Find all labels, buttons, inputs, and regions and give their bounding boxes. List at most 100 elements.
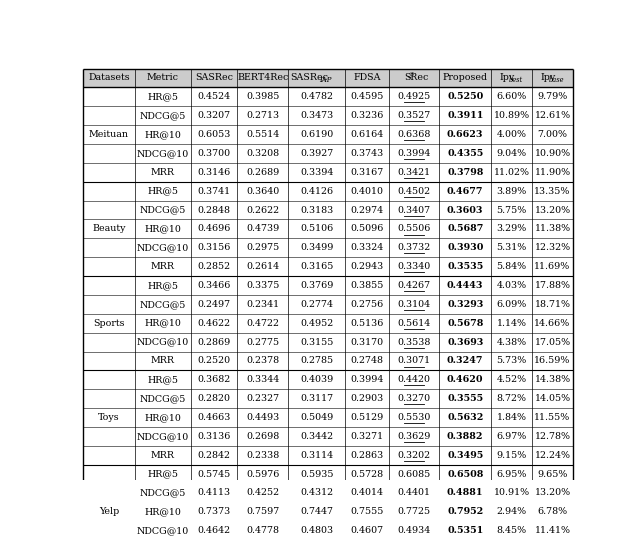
- Text: 0.2974: 0.2974: [350, 205, 383, 215]
- Text: HR@5: HR@5: [147, 92, 179, 101]
- Text: 11.55%: 11.55%: [534, 413, 571, 422]
- Text: 0.3798: 0.3798: [447, 168, 483, 177]
- Text: 0.3270: 0.3270: [397, 394, 431, 403]
- Text: 4.38%: 4.38%: [497, 337, 527, 347]
- Text: 0.3538: 0.3538: [397, 337, 431, 347]
- Text: 0.3442: 0.3442: [300, 432, 333, 441]
- Text: BERT4Rec: BERT4Rec: [237, 73, 289, 82]
- Text: HR@10: HR@10: [145, 130, 181, 139]
- Text: 13.20%: 13.20%: [534, 488, 570, 497]
- Text: 0.6053: 0.6053: [197, 130, 230, 139]
- Text: 0.4010: 0.4010: [351, 186, 383, 196]
- Text: 0.7725: 0.7725: [397, 507, 431, 516]
- Text: 1.84%: 1.84%: [497, 413, 527, 422]
- Text: 0.2775: 0.2775: [246, 337, 279, 347]
- Text: 5.31%: 5.31%: [497, 243, 527, 252]
- Text: 0.3293: 0.3293: [447, 300, 483, 309]
- Text: 0.4524: 0.4524: [198, 92, 230, 101]
- Text: 0.3340: 0.3340: [397, 262, 431, 271]
- Text: 17.88%: 17.88%: [534, 281, 570, 290]
- Text: 0.5106: 0.5106: [300, 224, 333, 233]
- Text: 0.3985: 0.3985: [246, 92, 280, 101]
- Text: Datasets: Datasets: [88, 73, 130, 82]
- Text: Ipv: Ipv: [500, 73, 515, 82]
- Text: 0.3183: 0.3183: [300, 205, 333, 215]
- Text: 0.4622: 0.4622: [198, 319, 230, 328]
- Text: 12.61%: 12.61%: [534, 111, 570, 120]
- Text: 0.3499: 0.3499: [300, 243, 333, 252]
- Text: 0.3693: 0.3693: [447, 337, 483, 347]
- Text: 0.3208: 0.3208: [246, 149, 279, 158]
- Text: 0.3700: 0.3700: [198, 149, 230, 158]
- Text: Toys: Toys: [98, 413, 120, 422]
- Text: 0.4642: 0.4642: [198, 526, 230, 535]
- Text: 18.71%: 18.71%: [534, 300, 570, 309]
- Text: 0.3732: 0.3732: [397, 243, 431, 252]
- Text: 0.4014: 0.4014: [351, 488, 383, 497]
- Text: 0.5530: 0.5530: [397, 413, 431, 422]
- Text: 11.02%: 11.02%: [493, 168, 530, 177]
- Text: 0.5514: 0.5514: [246, 130, 279, 139]
- Text: 0.2713: 0.2713: [246, 111, 279, 120]
- Text: 0.4663: 0.4663: [197, 413, 230, 422]
- Text: 0.4782: 0.4782: [300, 92, 333, 101]
- Text: 0.6164: 0.6164: [350, 130, 383, 139]
- Text: 0.3421: 0.3421: [397, 168, 431, 177]
- Text: 0.4420: 0.4420: [397, 375, 431, 384]
- Text: 0.5096: 0.5096: [350, 224, 383, 233]
- Text: Beauty: Beauty: [92, 224, 125, 233]
- Text: 6.09%: 6.09%: [497, 300, 527, 309]
- Text: 2.94%: 2.94%: [497, 507, 527, 516]
- Text: HR@5: HR@5: [147, 281, 179, 290]
- Text: 1.14%: 1.14%: [497, 319, 527, 328]
- Text: 0.6368: 0.6368: [397, 130, 431, 139]
- Text: 0.4502: 0.4502: [397, 186, 431, 196]
- Text: 0.4722: 0.4722: [246, 319, 279, 328]
- Text: 4.52%: 4.52%: [497, 375, 527, 384]
- Text: FDSA: FDSA: [353, 73, 381, 82]
- Text: 0.3271: 0.3271: [350, 432, 383, 441]
- Text: NDCG@5: NDCG@5: [140, 488, 186, 497]
- Bar: [83, 68, 573, 87]
- Text: 9.79%: 9.79%: [538, 92, 568, 101]
- Text: 3.89%: 3.89%: [497, 186, 527, 196]
- Text: 0.3394: 0.3394: [300, 168, 333, 177]
- Text: 0.4312: 0.4312: [300, 488, 333, 497]
- Text: 0.3930: 0.3930: [447, 243, 483, 252]
- Text: 0.3324: 0.3324: [350, 243, 383, 252]
- Text: SASRec: SASRec: [195, 73, 233, 82]
- Text: 9.65%: 9.65%: [538, 469, 568, 479]
- Text: Meituan: Meituan: [89, 130, 129, 139]
- Text: SASRec: SASRec: [290, 73, 328, 82]
- Text: NDCG@10: NDCG@10: [137, 337, 189, 347]
- Text: 0.4925: 0.4925: [397, 92, 431, 101]
- Text: 0.4595: 0.4595: [350, 92, 383, 101]
- Text: 16.59%: 16.59%: [534, 356, 571, 365]
- Text: 0.2689: 0.2689: [246, 168, 279, 177]
- Text: 11.41%: 11.41%: [534, 526, 570, 535]
- Text: 0.3555: 0.3555: [447, 394, 483, 403]
- Text: 0.4039: 0.4039: [300, 375, 333, 384]
- Text: 0.2614: 0.2614: [246, 262, 279, 271]
- Text: 5.73%: 5.73%: [497, 356, 527, 365]
- Text: Yelp: Yelp: [99, 507, 119, 516]
- Text: 0.4696: 0.4696: [197, 224, 230, 233]
- Text: 0.7597: 0.7597: [246, 507, 279, 516]
- Text: NDCG@10: NDCG@10: [137, 243, 189, 252]
- Text: 0.4267: 0.4267: [397, 281, 431, 290]
- Text: IAP: IAP: [319, 77, 332, 84]
- Text: 0.3344: 0.3344: [246, 375, 279, 384]
- Text: 0.3527: 0.3527: [397, 111, 431, 120]
- Text: 0.3466: 0.3466: [197, 281, 230, 290]
- Text: NDCG@5: NDCG@5: [140, 111, 186, 120]
- Text: 0.4934: 0.4934: [397, 526, 431, 535]
- Text: 6.95%: 6.95%: [497, 469, 527, 479]
- Text: 0.2622: 0.2622: [246, 205, 279, 215]
- Text: 0.6085: 0.6085: [397, 469, 431, 479]
- Text: best: best: [509, 76, 523, 84]
- Text: 0.4607: 0.4607: [350, 526, 383, 535]
- Text: 0.7447: 0.7447: [300, 507, 333, 516]
- Text: 0.6623: 0.6623: [447, 130, 483, 139]
- Text: 0.3117: 0.3117: [300, 394, 333, 403]
- Text: HR@10: HR@10: [145, 413, 181, 422]
